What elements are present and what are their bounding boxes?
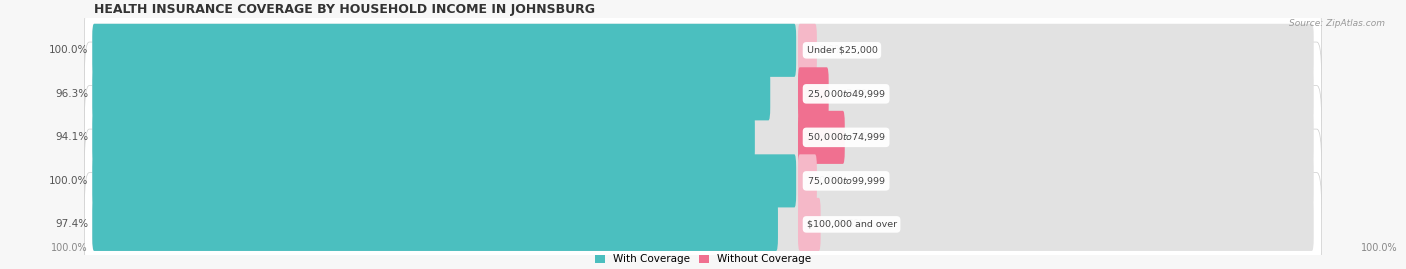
Text: $25,000 to $49,999: $25,000 to $49,999: [807, 88, 886, 100]
Text: 2.6%: 2.6%: [837, 220, 863, 229]
FancyBboxPatch shape: [84, 0, 1322, 102]
FancyBboxPatch shape: [84, 173, 1322, 269]
Text: 100.0%: 100.0%: [1361, 243, 1398, 253]
FancyBboxPatch shape: [93, 67, 1313, 121]
FancyBboxPatch shape: [93, 67, 770, 121]
Text: 0.0%: 0.0%: [818, 45, 845, 55]
FancyBboxPatch shape: [93, 24, 1313, 77]
Legend: With Coverage, Without Coverage: With Coverage, Without Coverage: [591, 250, 815, 269]
FancyBboxPatch shape: [799, 111, 845, 164]
FancyBboxPatch shape: [799, 24, 817, 77]
Text: 3.7%: 3.7%: [845, 89, 872, 99]
FancyBboxPatch shape: [84, 86, 1322, 189]
Text: Source: ZipAtlas.com: Source: ZipAtlas.com: [1289, 19, 1385, 28]
Text: 0.0%: 0.0%: [818, 176, 845, 186]
Text: 96.3%: 96.3%: [55, 89, 89, 99]
Text: 100.0%: 100.0%: [52, 243, 89, 253]
Text: 5.9%: 5.9%: [862, 132, 887, 142]
FancyBboxPatch shape: [799, 198, 821, 251]
Text: $100,000 and over: $100,000 and over: [807, 220, 897, 229]
FancyBboxPatch shape: [84, 42, 1322, 146]
Text: Under $25,000: Under $25,000: [807, 46, 877, 55]
FancyBboxPatch shape: [93, 198, 778, 251]
Text: $50,000 to $74,999: $50,000 to $74,999: [807, 131, 886, 143]
Text: HEALTH INSURANCE COVERAGE BY HOUSEHOLD INCOME IN JOHNSBURG: HEALTH INSURANCE COVERAGE BY HOUSEHOLD I…: [94, 2, 595, 16]
FancyBboxPatch shape: [93, 154, 796, 207]
Text: 94.1%: 94.1%: [55, 132, 89, 142]
FancyBboxPatch shape: [93, 111, 1313, 164]
FancyBboxPatch shape: [93, 111, 755, 164]
Text: $75,000 to $99,999: $75,000 to $99,999: [807, 175, 886, 187]
Text: 100.0%: 100.0%: [49, 45, 89, 55]
FancyBboxPatch shape: [93, 154, 1313, 207]
Text: 100.0%: 100.0%: [49, 176, 89, 186]
Text: 97.4%: 97.4%: [55, 220, 89, 229]
FancyBboxPatch shape: [93, 198, 1313, 251]
FancyBboxPatch shape: [84, 129, 1322, 233]
FancyBboxPatch shape: [799, 67, 828, 121]
FancyBboxPatch shape: [799, 154, 817, 207]
FancyBboxPatch shape: [93, 24, 796, 77]
